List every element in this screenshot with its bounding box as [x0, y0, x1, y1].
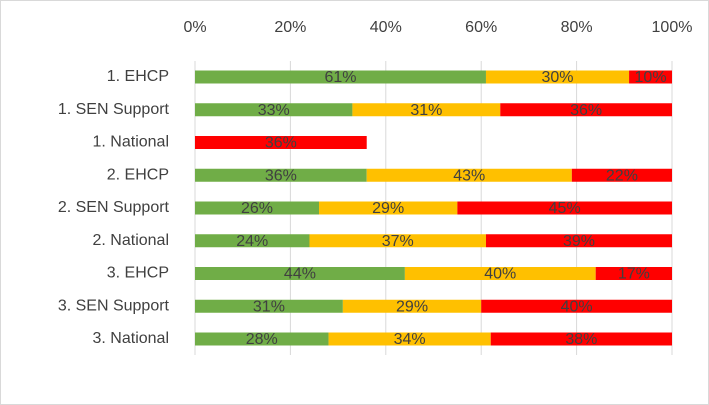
y-tick-label: 3. EHCP: [107, 265, 169, 282]
bar-segment: [309, 234, 486, 248]
bar-segment: [319, 201, 458, 215]
y-tick-label: 1. National: [93, 134, 170, 151]
bar-segment: [571, 168, 672, 182]
data-label: 17%: [618, 266, 650, 283]
bar-segment: [195, 332, 329, 346]
bar-segment: [485, 70, 630, 84]
bar-segment: [328, 332, 491, 346]
bar-segment: [195, 267, 405, 280]
bar-segment: [366, 168, 572, 182]
bar-segment: [342, 299, 482, 313]
bar-segment: [629, 70, 672, 84]
y-tick-label: 2. National: [93, 232, 170, 249]
data-label: 31%: [253, 298, 285, 315]
data-label: 28%: [246, 331, 278, 348]
data-label: 29%: [396, 298, 428, 315]
bar-segment: [352, 103, 501, 117]
bar-segment: [195, 234, 310, 248]
data-label: 29%: [372, 200, 404, 217]
data-label: 24%: [236, 233, 268, 250]
data-label: 37%: [382, 233, 414, 250]
data-label: 34%: [394, 331, 426, 348]
bar-segment: [481, 299, 672, 313]
data-label: 36%: [570, 102, 602, 119]
data-label: 38%: [565, 331, 597, 348]
x-tick-label: 60%: [465, 19, 497, 36]
data-label: 10%: [635, 69, 667, 86]
bar-segment: [195, 201, 320, 215]
data-label: 30%: [542, 69, 574, 86]
y-tick-label: 3. SEN Support: [58, 297, 170, 314]
data-label: 61%: [324, 69, 356, 86]
data-label: 40%: [561, 298, 593, 315]
data-label: 26%: [241, 200, 273, 217]
bar-segment: [195, 70, 486, 84]
bar-segment: [195, 168, 367, 182]
bar-segment: [404, 267, 596, 280]
data-label: 36%: [265, 135, 297, 152]
data-label: 36%: [265, 167, 297, 184]
data-label: 40%: [484, 266, 516, 283]
data-label: 31%: [410, 102, 442, 119]
data-label: 43%: [453, 167, 485, 184]
bar-segment: [195, 103, 353, 117]
data-label: 39%: [563, 233, 595, 250]
x-tick-label: 80%: [561, 19, 593, 36]
y-tick-label: 2. EHCP: [107, 166, 169, 183]
bar-segment: [195, 299, 343, 313]
bar-segment: [595, 267, 672, 280]
y-tick-label: 3. National: [93, 330, 170, 347]
bar-segment: [195, 136, 367, 149]
y-tick-label: 2. SEN Support: [58, 199, 170, 216]
data-label: 33%: [258, 102, 290, 119]
y-tick-label: 1. EHCP: [107, 68, 169, 85]
y-tick-label: 1. SEN Support: [58, 101, 170, 118]
bar-segment: [490, 332, 672, 346]
bar-segment: [457, 201, 672, 215]
x-tick-label: 20%: [274, 19, 306, 36]
bar-segment: [485, 234, 672, 248]
x-tick-label: 40%: [370, 19, 402, 36]
x-tick-label: 100%: [652, 19, 693, 36]
data-label: 44%: [284, 266, 316, 283]
bar-segment: [500, 103, 672, 117]
x-tick-label: 0%: [183, 19, 206, 36]
data-label: 45%: [549, 200, 581, 217]
data-label: 22%: [606, 167, 638, 184]
